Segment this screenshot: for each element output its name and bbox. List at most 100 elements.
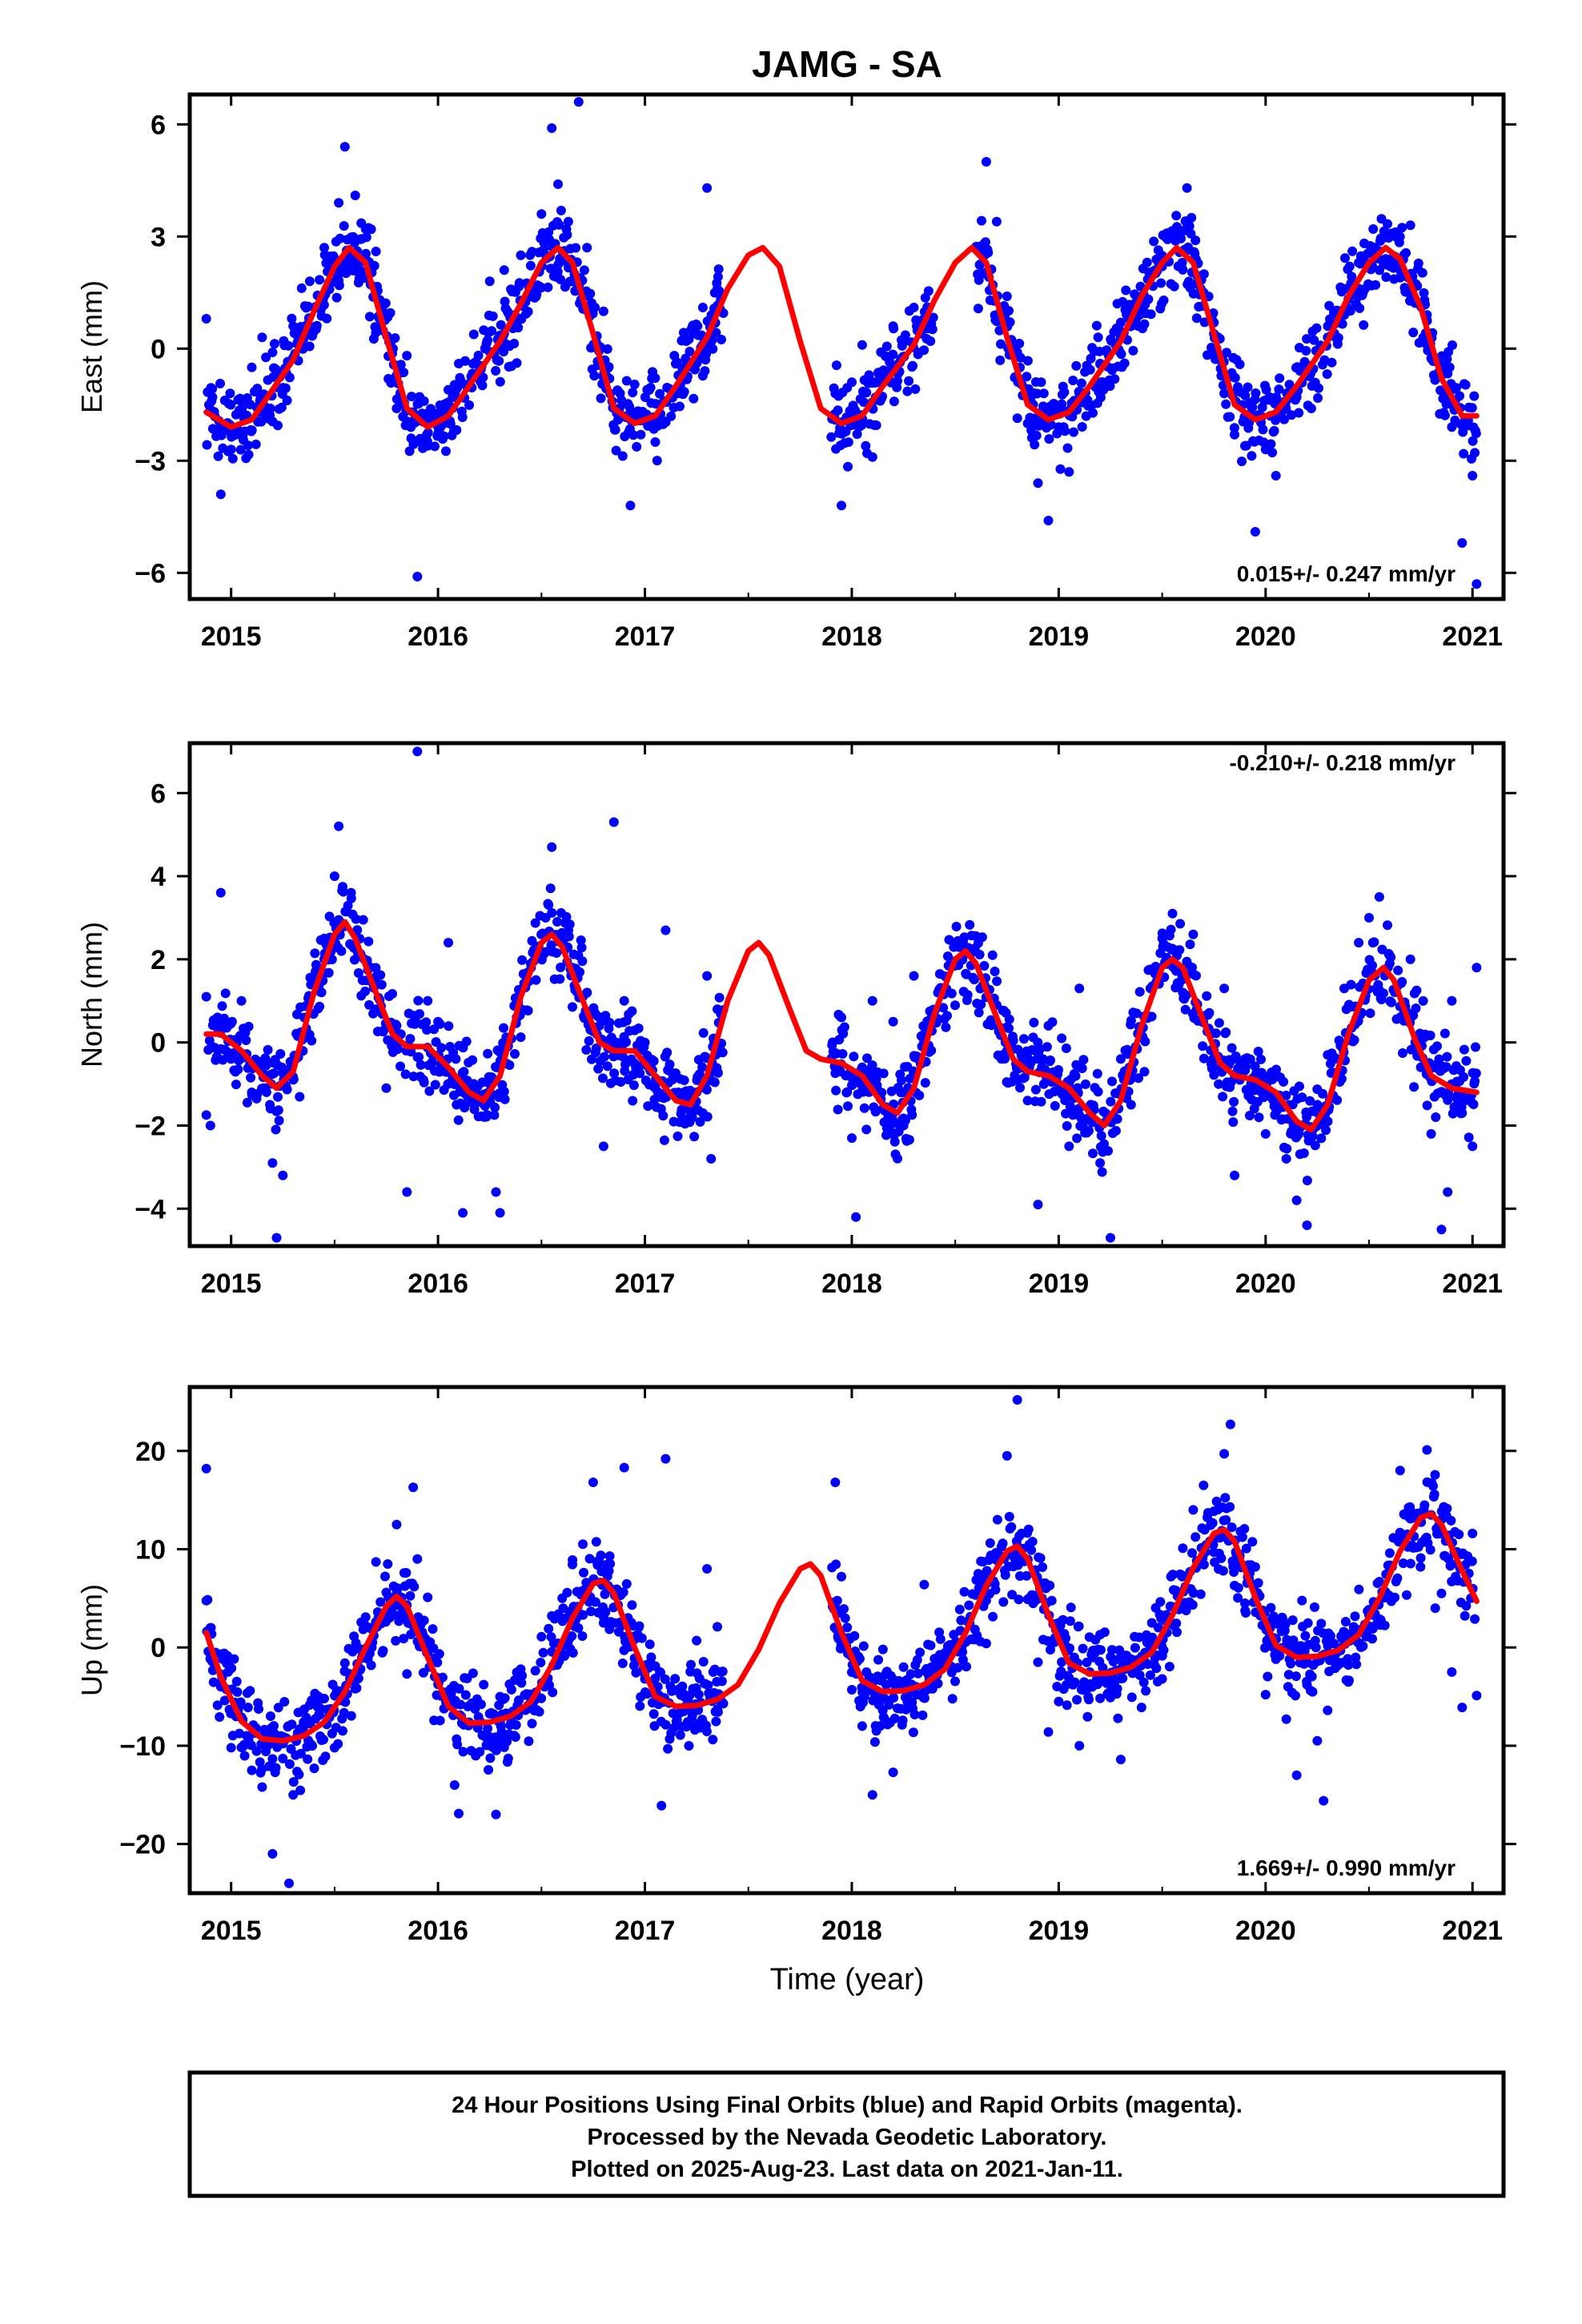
daily-position-point [1280, 1619, 1291, 1630]
daily-position-point [599, 1051, 609, 1062]
daily-position-point [1209, 1070, 1219, 1080]
daily-position-point [1191, 1532, 1201, 1542]
daily-position-point [311, 320, 322, 331]
daily-position-point [1218, 1566, 1228, 1576]
daily-position-point [1294, 408, 1304, 418]
daily-position-point [483, 1723, 493, 1734]
daily-position-point [207, 384, 218, 394]
daily-position-point [385, 308, 396, 318]
daily-position-point [1059, 387, 1070, 397]
daily-position-point [468, 329, 479, 340]
data-point [661, 1454, 671, 1464]
daily-position-point [923, 286, 934, 296]
daily-position-point [713, 271, 723, 282]
daily-position-point [698, 1657, 709, 1667]
daily-position-point [468, 1055, 478, 1065]
data-point [412, 746, 423, 757]
data-point [278, 1170, 288, 1180]
data-point [1374, 1577, 1384, 1586]
daily-position-point [954, 1604, 965, 1614]
daily-position-point [839, 1022, 849, 1032]
data-point [619, 1462, 629, 1473]
daily-position-point [1222, 348, 1231, 358]
daily-position-point [662, 1047, 673, 1058]
daily-position-point [1088, 408, 1098, 418]
daily-position-point [596, 393, 606, 404]
data-point [692, 1635, 702, 1646]
daily-position-point [643, 1101, 653, 1112]
data-point [226, 1054, 236, 1064]
daily-position-point [353, 1673, 363, 1683]
data-point [888, 1767, 898, 1778]
daily-position-point [1418, 995, 1428, 1006]
footer-box [187, 2070, 1506, 2198]
daily-position-point [673, 1131, 683, 1141]
daily-position-point [226, 400, 236, 410]
data-point [598, 1618, 608, 1628]
daily-position-point [849, 1051, 859, 1062]
daily-position-point [593, 1063, 604, 1074]
daily-position-point [1045, 1580, 1055, 1590]
daily-position-point [976, 999, 986, 1010]
daily-position-point [1184, 221, 1195, 231]
daily-position-point [482, 1110, 492, 1120]
daily-position-point [1166, 924, 1176, 935]
data-point [412, 1554, 423, 1564]
daily-position-point [391, 1635, 401, 1646]
daily-position-point [483, 1048, 493, 1059]
daily-position-point [496, 320, 506, 330]
data-point [1395, 1012, 1405, 1023]
daily-position-point [870, 1107, 881, 1117]
daily-position-point [361, 248, 371, 259]
daily-position-point [202, 440, 212, 450]
daily-position-point [908, 360, 917, 371]
daily-position-point [338, 887, 348, 897]
daily-position-point [215, 1712, 225, 1722]
daily-position-point [239, 1751, 250, 1761]
data-point [1054, 422, 1064, 432]
daily-position-point [1138, 1677, 1149, 1687]
daily-position-point [577, 1631, 588, 1641]
daily-position-point [1405, 1558, 1415, 1569]
data-point [449, 1780, 460, 1790]
data-point [702, 1564, 713, 1574]
y-tick-label: 0 [151, 1633, 166, 1663]
daily-position-point [489, 1110, 500, 1120]
daily-position-point [509, 339, 520, 348]
data-point [1291, 1770, 1302, 1780]
data-point [516, 1664, 526, 1675]
daily-position-point [473, 350, 484, 360]
daily-position-point [361, 232, 371, 243]
daily-position-point [1103, 1146, 1113, 1156]
daily-position-point [1078, 1643, 1088, 1654]
daily-position-point [685, 347, 695, 356]
daily-position-point [1303, 1618, 1313, 1628]
daily-position-point [708, 344, 718, 354]
daily-position-point [1288, 1635, 1299, 1646]
daily-position-point [893, 376, 902, 386]
data-point [491, 1809, 501, 1819]
daily-position-point [340, 1697, 351, 1707]
daily-position-point [717, 1676, 727, 1687]
daily-position-point [656, 1667, 665, 1678]
daily-position-point [1351, 1652, 1361, 1663]
daily-position-point [926, 1640, 936, 1651]
daily-position-point [1169, 281, 1179, 292]
daily-position-point [1306, 404, 1316, 413]
daily-position-point [315, 1001, 325, 1011]
daily-position-point [684, 1741, 694, 1751]
data-point [1468, 471, 1478, 480]
daily-position-point [556, 963, 566, 972]
data-point [1074, 983, 1085, 994]
daily-position-point [1316, 1133, 1327, 1144]
daily-position-point [1004, 1023, 1014, 1033]
daily-position-point [1071, 360, 1082, 371]
data-point [1430, 1603, 1440, 1614]
daily-position-point [421, 1017, 432, 1027]
daily-position-point [1062, 1700, 1072, 1711]
x-tick-label: 2020 [1235, 1916, 1296, 1946]
daily-position-point [1379, 1620, 1390, 1630]
data-point [1395, 272, 1405, 283]
daily-position-point [276, 402, 287, 412]
daily-position-point [1237, 456, 1247, 467]
